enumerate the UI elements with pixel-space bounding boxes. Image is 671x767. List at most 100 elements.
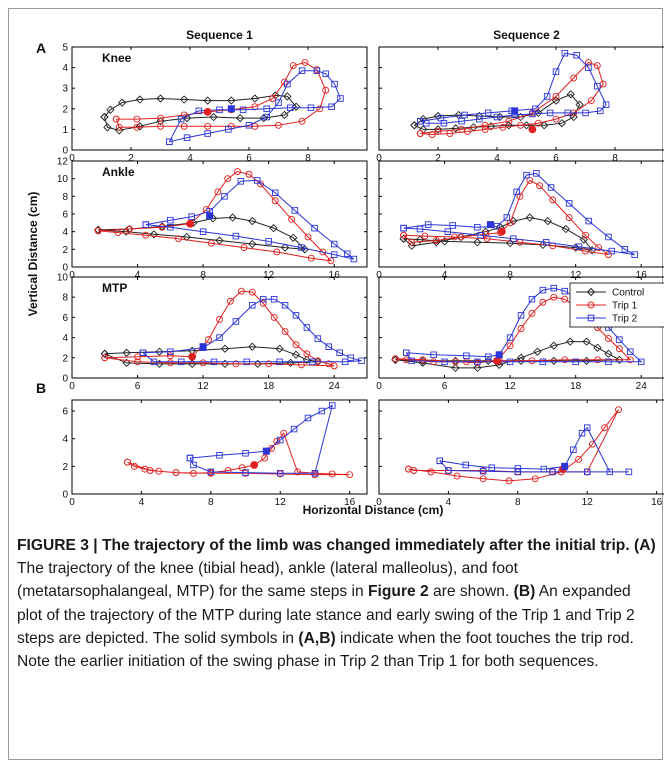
x-tick-label: 2 bbox=[435, 153, 441, 164]
plot-panel: 0 6 12 18 24 Control Trip 1 Trip 2 bbox=[376, 276, 664, 392]
row-title: Ankle bbox=[102, 165, 135, 179]
trip2-marker bbox=[575, 243, 583, 250]
trip2-marker bbox=[242, 469, 249, 476]
trip2-marker bbox=[330, 251, 338, 258]
x-tick-label: 12 bbox=[570, 270, 582, 281]
trip2-marker bbox=[167, 216, 174, 224]
control-marker bbox=[615, 355, 624, 364]
trip1-marker bbox=[458, 125, 466, 133]
caption-segment: are shown. bbox=[428, 583, 514, 601]
trip1-marker bbox=[421, 232, 429, 240]
trip2-marker bbox=[627, 348, 634, 355]
trip1-marker bbox=[615, 406, 622, 414]
trip2-marker bbox=[307, 104, 315, 112]
control-marker bbox=[156, 94, 165, 103]
control-marker bbox=[155, 347, 164, 356]
x-tick-label: 6 bbox=[135, 381, 141, 392]
trip2-marker bbox=[540, 465, 548, 473]
trip2-marker bbox=[539, 286, 547, 294]
legend-marker bbox=[587, 314, 595, 322]
y-tick-label: 2 bbox=[62, 104, 68, 115]
touch-point-trip1 bbox=[203, 107, 212, 116]
trip2-marker bbox=[631, 251, 638, 258]
trip1-marker bbox=[604, 251, 612, 259]
touch-point-trip1 bbox=[188, 352, 197, 361]
series-group bbox=[100, 287, 365, 370]
trip1-marker bbox=[226, 297, 234, 305]
trip1-marker bbox=[175, 235, 182, 243]
x-tick-label: 0 bbox=[69, 497, 75, 508]
y-tick-label: 2 bbox=[62, 462, 68, 473]
control-marker bbox=[203, 96, 212, 105]
trip1-marker bbox=[172, 469, 180, 477]
x-tick-label: 18 bbox=[570, 381, 582, 392]
trip2-marker bbox=[462, 461, 470, 469]
x-tick-label: 16 bbox=[651, 497, 663, 508]
series-line bbox=[115, 61, 327, 128]
trip2-marker bbox=[474, 358, 481, 366]
trip1-marker bbox=[593, 62, 601, 69]
trip2-marker bbox=[350, 255, 358, 263]
trip2-marker bbox=[237, 178, 245, 185]
series-line bbox=[104, 346, 318, 365]
series-group bbox=[124, 402, 354, 479]
trip2-marker bbox=[242, 449, 249, 457]
trip1-marker bbox=[158, 223, 166, 231]
legend-entry: Trip 2 bbox=[612, 314, 638, 325]
x-tick-label: 12 bbox=[505, 381, 517, 392]
touch-point-trip2 bbox=[511, 107, 519, 115]
trip1-marker bbox=[166, 359, 174, 367]
trip1-marker bbox=[552, 92, 560, 100]
series-group bbox=[100, 59, 344, 146]
y-tick-label: 4 bbox=[62, 227, 68, 238]
trip2-marker bbox=[259, 295, 267, 303]
x-tick-label: 18 bbox=[263, 381, 275, 392]
control-marker bbox=[415, 235, 425, 244]
trip2-marker bbox=[263, 105, 270, 113]
x-tick-label: 0 bbox=[376, 270, 382, 281]
control-marker bbox=[220, 359, 230, 368]
trip2-marker bbox=[529, 110, 536, 118]
trip1-marker bbox=[261, 454, 269, 462]
control-marker bbox=[122, 348, 131, 357]
trip1-marker bbox=[224, 175, 232, 183]
trip2-marker bbox=[313, 67, 321, 74]
plot-panel: 0 4 8 12 16 0 2 4 6 bbox=[62, 399, 368, 508]
trip1-marker bbox=[141, 465, 149, 473]
trip1-marker bbox=[328, 470, 336, 478]
trip2-marker bbox=[303, 324, 311, 331]
trip1-marker bbox=[237, 287, 245, 295]
trip2-marker bbox=[506, 358, 514, 366]
trip1-marker bbox=[204, 122, 212, 130]
trip2-marker bbox=[565, 200, 573, 207]
y-tick-label: 0 bbox=[62, 263, 68, 274]
x-tick-label: 16 bbox=[344, 497, 356, 508]
plot-panel: 0 4 8 12 16 bbox=[376, 160, 664, 281]
trip1-marker bbox=[450, 233, 458, 241]
x-tick-label: 0 bbox=[376, 153, 382, 164]
control-marker bbox=[540, 121, 549, 130]
series-line bbox=[104, 290, 335, 367]
trip2-marker bbox=[216, 106, 223, 114]
trip2-marker bbox=[284, 80, 291, 88]
trip1-marker bbox=[257, 180, 264, 188]
trip1-marker bbox=[288, 215, 296, 223]
trip1-marker bbox=[626, 356, 634, 364]
trip2-marker bbox=[602, 101, 610, 108]
trip2-marker bbox=[463, 352, 470, 360]
trip2-marker bbox=[186, 454, 194, 462]
trip1-marker bbox=[561, 295, 569, 303]
trip2-marker bbox=[506, 334, 514, 341]
trip2-marker bbox=[449, 222, 457, 229]
touch-point-trip2 bbox=[199, 343, 207, 351]
caption-label: FIGURE 3 | The trajectory of the limb wa… bbox=[17, 537, 630, 554]
trip1-marker bbox=[528, 309, 536, 317]
trip2-marker bbox=[167, 223, 174, 231]
control-marker bbox=[228, 213, 237, 222]
trip2-marker bbox=[341, 358, 349, 366]
control-marker bbox=[533, 347, 542, 356]
control-marker bbox=[495, 112, 505, 122]
control-marker bbox=[451, 363, 460, 373]
trip2-marker bbox=[183, 134, 191, 141]
trip1-marker bbox=[125, 225, 133, 233]
